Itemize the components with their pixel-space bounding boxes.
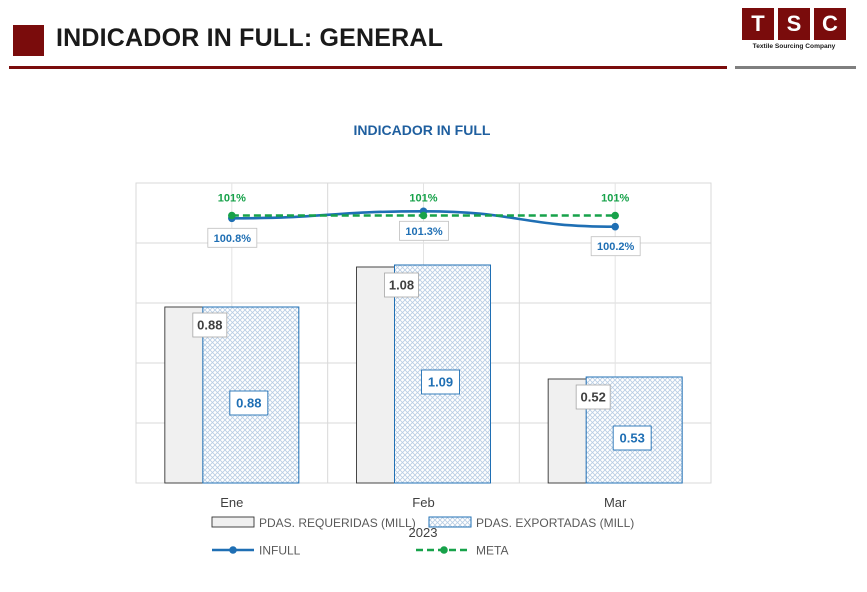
data-label-exportadas: 1.09 xyxy=(428,375,453,390)
label-box-infull xyxy=(207,227,258,248)
header-rule-gray xyxy=(735,66,856,69)
logo-caption: Textile Sourcing Company xyxy=(752,43,836,50)
tsc-logo: T S C Textile Sourcing Company xyxy=(742,8,846,52)
data-label-exportadas: 0.53 xyxy=(620,431,645,446)
legend-label-requeridas: PDAS. REQUERIDAS (MILL) xyxy=(259,516,416,530)
legend-label-infull: INFULL xyxy=(259,544,301,558)
logo-letter-c: C xyxy=(814,8,846,40)
label-box-requeridas xyxy=(192,312,228,338)
legend-label-exportadas: PDAS. EXPORTADAS (MILL) xyxy=(476,516,634,530)
data-label-requeridas: 0.88 xyxy=(197,318,222,333)
legend-swatch-exportadas xyxy=(428,516,472,528)
label-box-infull xyxy=(399,220,449,241)
data-label-requeridas: 1.08 xyxy=(389,278,414,293)
label-box-exportadas xyxy=(612,425,652,451)
point-meta xyxy=(228,211,236,220)
x-tick-label: Feb xyxy=(412,495,434,510)
data-label-meta: 101% xyxy=(601,193,629,205)
legend-swatch-requeridas xyxy=(211,516,255,528)
point-infull xyxy=(611,222,619,231)
label-box-infull xyxy=(590,236,641,257)
data-label-infull: 100.2% xyxy=(597,241,635,253)
x-axis-title: 2023 xyxy=(409,525,438,540)
logo-letter-t: T xyxy=(742,8,774,40)
legend-marker-meta xyxy=(440,546,448,554)
data-label-meta: 101% xyxy=(218,193,246,205)
chart-title: INDICADOR IN FULL xyxy=(353,122,491,138)
x-tick-label: Mar xyxy=(604,495,627,510)
data-label-infull: 100.8% xyxy=(214,233,252,245)
x-tick-label: Ene xyxy=(220,495,243,510)
title-marker xyxy=(13,25,44,56)
label-box-exportadas xyxy=(229,390,269,416)
data-label-infull: 101.3% xyxy=(405,226,443,238)
page-title: INDICADOR IN FULL: GENERAL xyxy=(56,24,444,52)
plot-area: 0.88 0.88 1.08 1.09 0.52 0.53 101% 101% 101% 100.… xyxy=(135,182,712,558)
data-label-meta: 101% xyxy=(409,193,437,205)
header-rule-red xyxy=(9,66,727,69)
logo-letter-s: S xyxy=(778,8,810,40)
label-box-requeridas xyxy=(575,384,611,410)
point-meta xyxy=(611,211,619,220)
data-label-requeridas: 0.52 xyxy=(581,390,606,405)
legend-label-meta: META xyxy=(476,544,508,558)
legend-marker-infull xyxy=(229,546,237,554)
label-box-exportadas xyxy=(421,369,460,395)
label-box-requeridas xyxy=(384,272,419,298)
data-label-exportadas: 0.88 xyxy=(236,396,261,411)
point-meta xyxy=(419,211,428,220)
